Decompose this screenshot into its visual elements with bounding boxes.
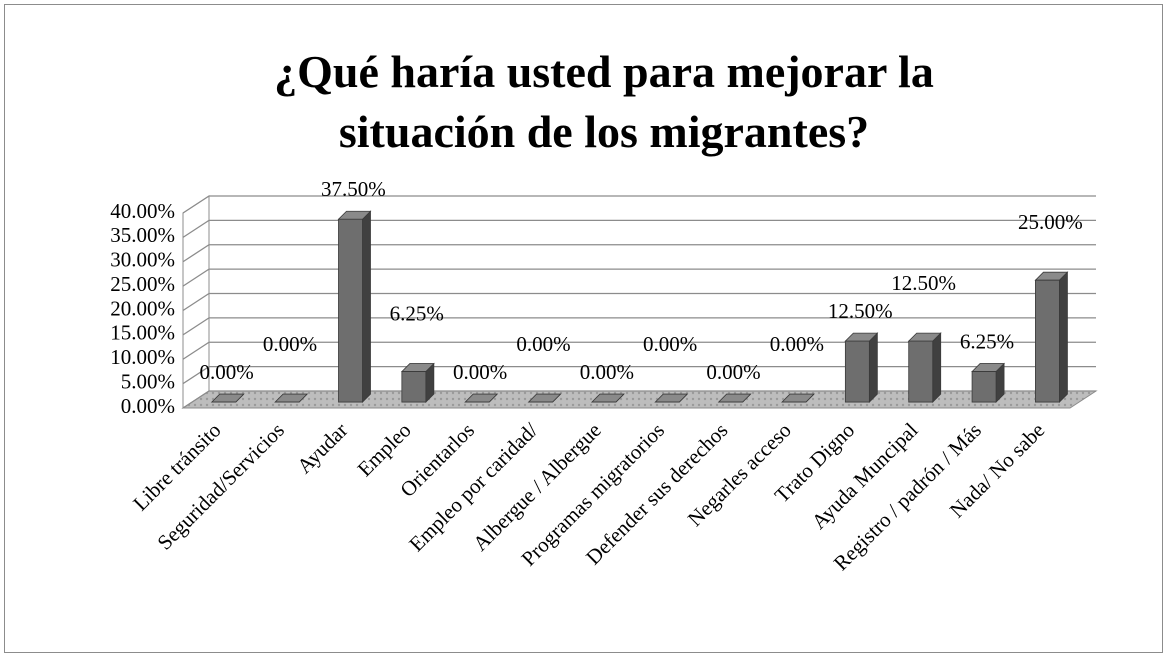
grid-line xyxy=(182,317,1096,336)
y-tick-label: 15.00% xyxy=(110,321,175,345)
y-tick-label: 5.00% xyxy=(121,369,175,393)
bar xyxy=(400,362,435,404)
value-label: 6.25% xyxy=(390,301,444,325)
chart-frame xyxy=(4,4,1163,653)
value-label: 0.00% xyxy=(770,332,824,356)
value-label: 25.00% xyxy=(1018,210,1083,234)
bar xyxy=(654,393,689,403)
y-tick-label: 0.00% xyxy=(121,394,175,418)
grid-line xyxy=(182,365,1096,385)
y-tick-label: 25.00% xyxy=(110,272,175,296)
y-tick-label: 35.00% xyxy=(110,223,175,247)
value-label: 0.00% xyxy=(516,332,570,356)
grid-line xyxy=(182,292,1096,312)
bar xyxy=(590,393,625,403)
bar xyxy=(844,332,879,404)
value-label: 0.00% xyxy=(263,332,317,356)
value-label: 0.00% xyxy=(453,360,507,384)
y-tick-label: 40.00% xyxy=(110,199,175,223)
bar xyxy=(717,393,752,403)
y-tick-label: 20.00% xyxy=(110,296,175,320)
bar xyxy=(907,332,942,404)
bar xyxy=(337,210,372,404)
y-tick-label: 30.00% xyxy=(110,248,175,272)
value-label: 12.50% xyxy=(891,271,956,295)
grid-line xyxy=(182,341,1096,360)
bar xyxy=(971,362,1006,404)
bar xyxy=(274,393,309,403)
bar xyxy=(464,393,499,403)
bar xyxy=(527,393,562,403)
y-tick-label: 10.00% xyxy=(110,345,175,369)
value-label: 0.00% xyxy=(200,360,254,384)
grid-line xyxy=(182,219,1096,238)
grid-line xyxy=(182,195,1096,214)
bar xyxy=(210,393,245,403)
grid-line xyxy=(182,244,1096,263)
value-label: 0.00% xyxy=(706,360,760,384)
grid-line xyxy=(182,390,1096,409)
bar xyxy=(1034,271,1069,404)
x-tick-label: Ayudar xyxy=(292,418,352,478)
value-label: 0.00% xyxy=(643,332,697,356)
value-label: 37.50% xyxy=(321,177,386,201)
bar xyxy=(781,393,815,403)
grid-line xyxy=(182,268,1096,287)
value-label: 12.50% xyxy=(828,299,893,323)
value-label: 0.00% xyxy=(580,360,634,384)
x-tick-label: Empleo xyxy=(353,418,416,481)
value-label: 6.25% xyxy=(960,329,1014,353)
chart-title: ¿Qué haría usted para mejorar la situaci… xyxy=(274,46,934,157)
floor xyxy=(181,390,1098,409)
